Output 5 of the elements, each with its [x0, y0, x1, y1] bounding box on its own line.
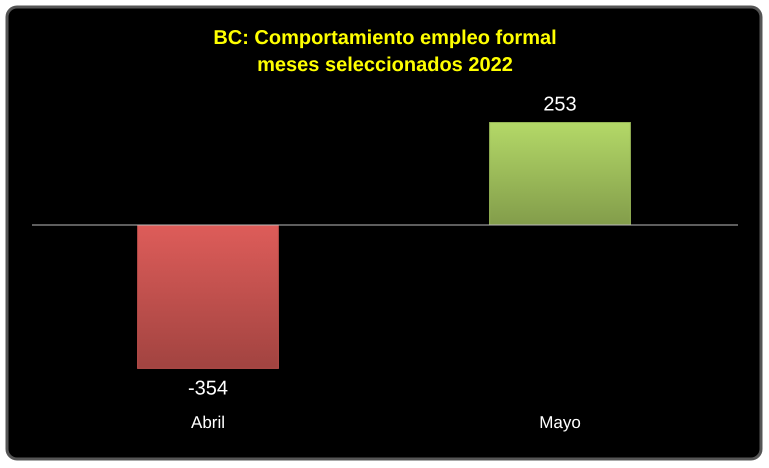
data-label: -354 — [188, 377, 228, 400]
chart-title: BC: Comportamiento empleo formal meses seleccionados 2022 — [213, 27, 557, 76]
data-label: 253 — [543, 94, 577, 116]
x-tick-label: Mayo — [539, 413, 581, 432]
x-tick-label: Abril — [190, 413, 226, 432]
